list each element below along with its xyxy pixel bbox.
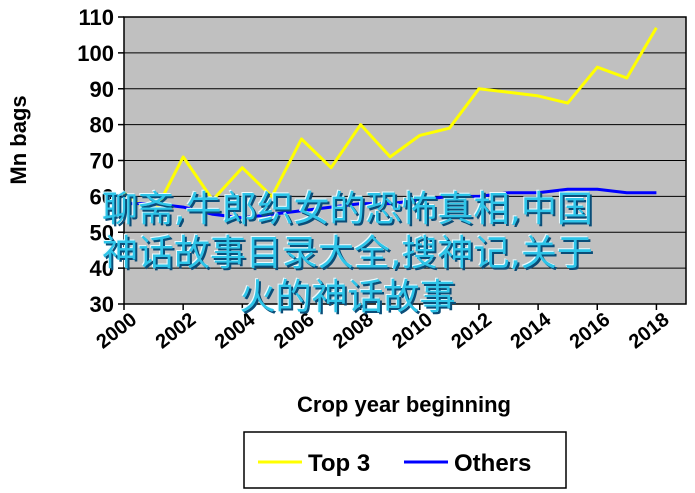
legend-label-others: Others — [454, 450, 531, 477]
y-tick-label: 50 — [90, 220, 114, 245]
y-tick-label: 40 — [90, 256, 114, 281]
series-line-others — [124, 187, 657, 220]
overlay-line-2: 神话故事目录大全,搜神记,关于 — [102, 233, 593, 274]
overlay-line-3: 火的神话故事 — [239, 277, 456, 318]
y-tick-label: 100 — [77, 41, 114, 66]
legend-box — [243, 431, 567, 489]
legend: Top 3 Others — [243, 431, 567, 489]
y-tick-label: 110 — [79, 5, 115, 30]
y-tick-label: 30 — [90, 292, 114, 317]
y-axis-ticks: 110 100 90 80 70 60 50 40 30 — [77, 5, 124, 317]
series-lines — [123, 27, 658, 220]
y-tick-label: 80 — [90, 113, 114, 138]
series-line-top-3 — [123, 27, 658, 216]
y-tick-label: 60 — [90, 184, 114, 209]
y-tick-label: 90 — [90, 77, 114, 102]
legend-label-top-3: Top 3 — [308, 450, 370, 477]
overlay-line-1: 聊斋,牛郎织女的恐怖真相,中国 — [102, 189, 593, 230]
y-axis-title: Mn bags — [6, 95, 31, 184]
x-axis-title: Crop year beginning — [297, 392, 511, 417]
y-tick-label: 70 — [90, 149, 114, 174]
